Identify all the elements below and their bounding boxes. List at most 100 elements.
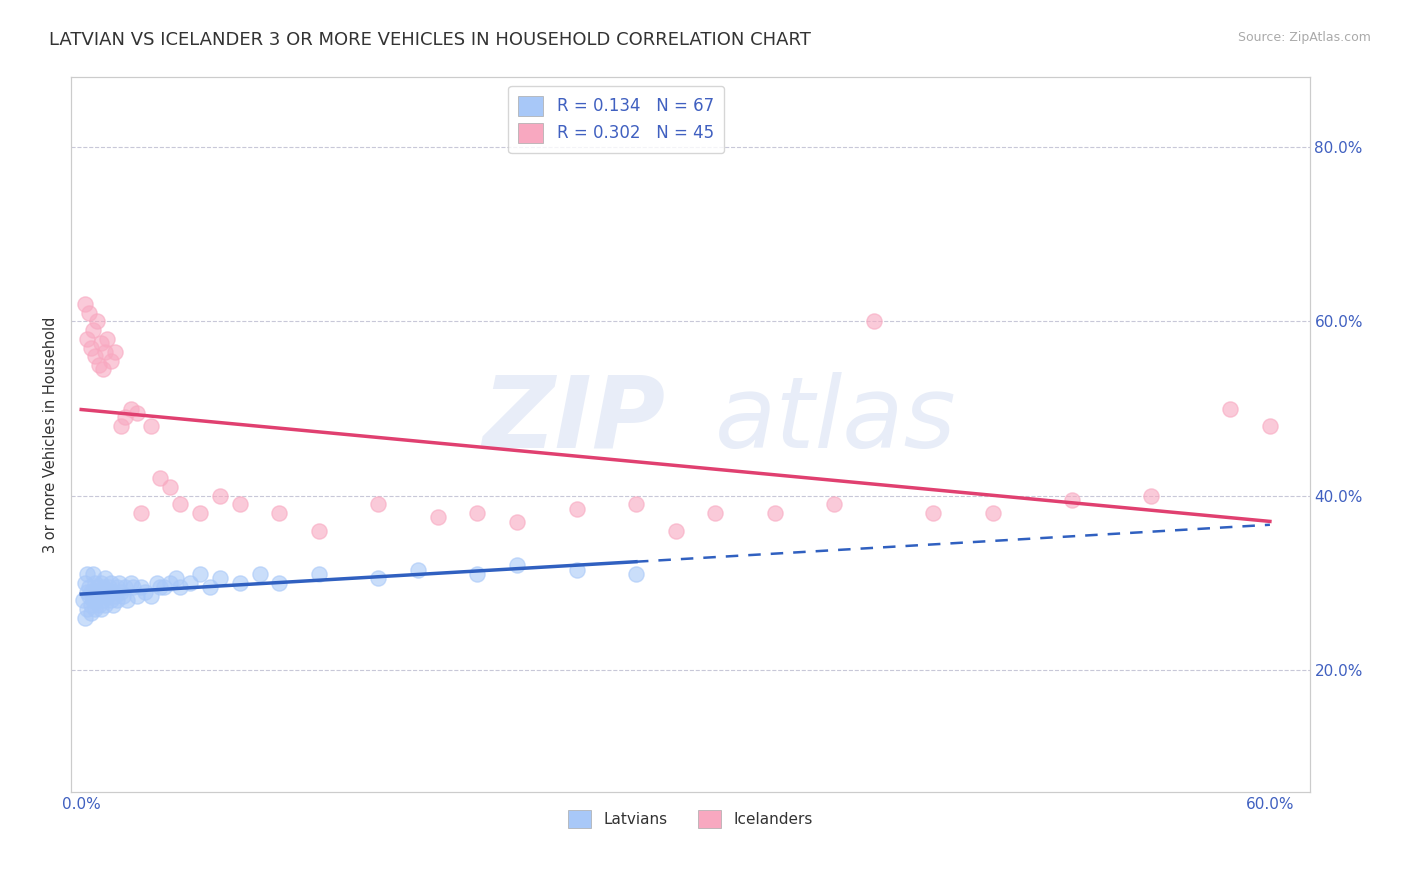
Text: atlas: atlas: [716, 372, 957, 469]
Point: [86, 589, 108, 603]
Point: [1219, 401, 1241, 416]
Point: [94, 345, 117, 359]
Point: [704, 506, 727, 520]
Point: [208, 489, 231, 503]
Point: [367, 497, 389, 511]
Point: [664, 524, 686, 538]
Point: [96, 584, 118, 599]
Text: ZIP: ZIP: [482, 372, 665, 469]
Point: [77, 306, 100, 320]
Point: [426, 510, 449, 524]
Point: [75, 575, 97, 590]
Point: [80, 607, 103, 621]
Point: [91, 580, 114, 594]
Point: [110, 584, 132, 599]
Point: [125, 589, 148, 603]
Point: [80, 341, 103, 355]
Point: [862, 314, 884, 328]
Point: [76, 332, 98, 346]
Point: [249, 567, 271, 582]
Point: [90, 589, 112, 603]
Point: [565, 563, 588, 577]
Point: [76, 602, 98, 616]
Point: [139, 419, 162, 434]
Point: [198, 580, 221, 594]
Y-axis label: 3 or more Vehicles in Household: 3 or more Vehicles in Household: [44, 317, 58, 553]
Point: [228, 575, 250, 590]
Point: [120, 401, 142, 416]
Point: [91, 362, 114, 376]
Point: [153, 580, 176, 594]
Point: [228, 497, 250, 511]
Point: [80, 598, 103, 612]
Point: [624, 567, 647, 582]
Point: [149, 580, 172, 594]
Point: [76, 584, 98, 599]
Point: [77, 589, 100, 603]
Point: [125, 406, 148, 420]
Point: [82, 323, 104, 337]
Point: [86, 580, 108, 594]
Point: [108, 575, 131, 590]
Point: [165, 572, 187, 586]
Point: [105, 593, 128, 607]
Point: [82, 567, 104, 582]
Point: [84, 575, 107, 590]
Point: [96, 332, 118, 346]
Point: [169, 497, 191, 511]
Point: [367, 572, 389, 586]
Point: [101, 584, 124, 599]
Point: [111, 589, 134, 603]
Point: [169, 580, 191, 594]
Point: [1060, 493, 1083, 508]
Text: LATVIAN VS ICELANDER 3 OR MORE VEHICLES IN HOUSEHOLD CORRELATION CHART: LATVIAN VS ICELANDER 3 OR MORE VEHICLES …: [49, 31, 811, 49]
Point: [90, 336, 112, 351]
Point: [129, 580, 152, 594]
Point: [100, 593, 122, 607]
Point: [981, 506, 1004, 520]
Point: [104, 589, 127, 603]
Legend: Latvians, Icelanders: Latvians, Icelanders: [562, 804, 818, 834]
Point: [624, 497, 647, 511]
Point: [159, 575, 181, 590]
Point: [506, 515, 529, 529]
Point: [145, 575, 167, 590]
Point: [129, 506, 152, 520]
Point: [87, 358, 110, 372]
Point: [1140, 489, 1163, 503]
Point: [114, 410, 136, 425]
Point: [159, 480, 181, 494]
Point: [506, 558, 529, 573]
Point: [94, 572, 117, 586]
Point: [91, 593, 114, 607]
Point: [84, 602, 107, 616]
Point: [72, 593, 94, 607]
Point: [922, 506, 945, 520]
Point: [823, 497, 845, 511]
Point: [80, 584, 103, 599]
Point: [76, 567, 98, 582]
Point: [121, 580, 143, 594]
Point: [149, 471, 172, 485]
Point: [188, 567, 211, 582]
Point: [110, 419, 132, 434]
Point: [101, 598, 124, 612]
Point: [134, 584, 156, 599]
Point: [467, 506, 489, 520]
Point: [406, 563, 429, 577]
Point: [1258, 419, 1281, 434]
Point: [100, 575, 122, 590]
Point: [77, 580, 100, 594]
Point: [269, 506, 291, 520]
Point: [96, 589, 118, 603]
Point: [269, 575, 291, 590]
Point: [87, 584, 110, 599]
Point: [100, 353, 122, 368]
Point: [90, 575, 112, 590]
Point: [308, 524, 330, 538]
Point: [94, 598, 117, 612]
Point: [87, 598, 110, 612]
Point: [763, 506, 786, 520]
Point: [188, 506, 211, 520]
Point: [90, 602, 112, 616]
